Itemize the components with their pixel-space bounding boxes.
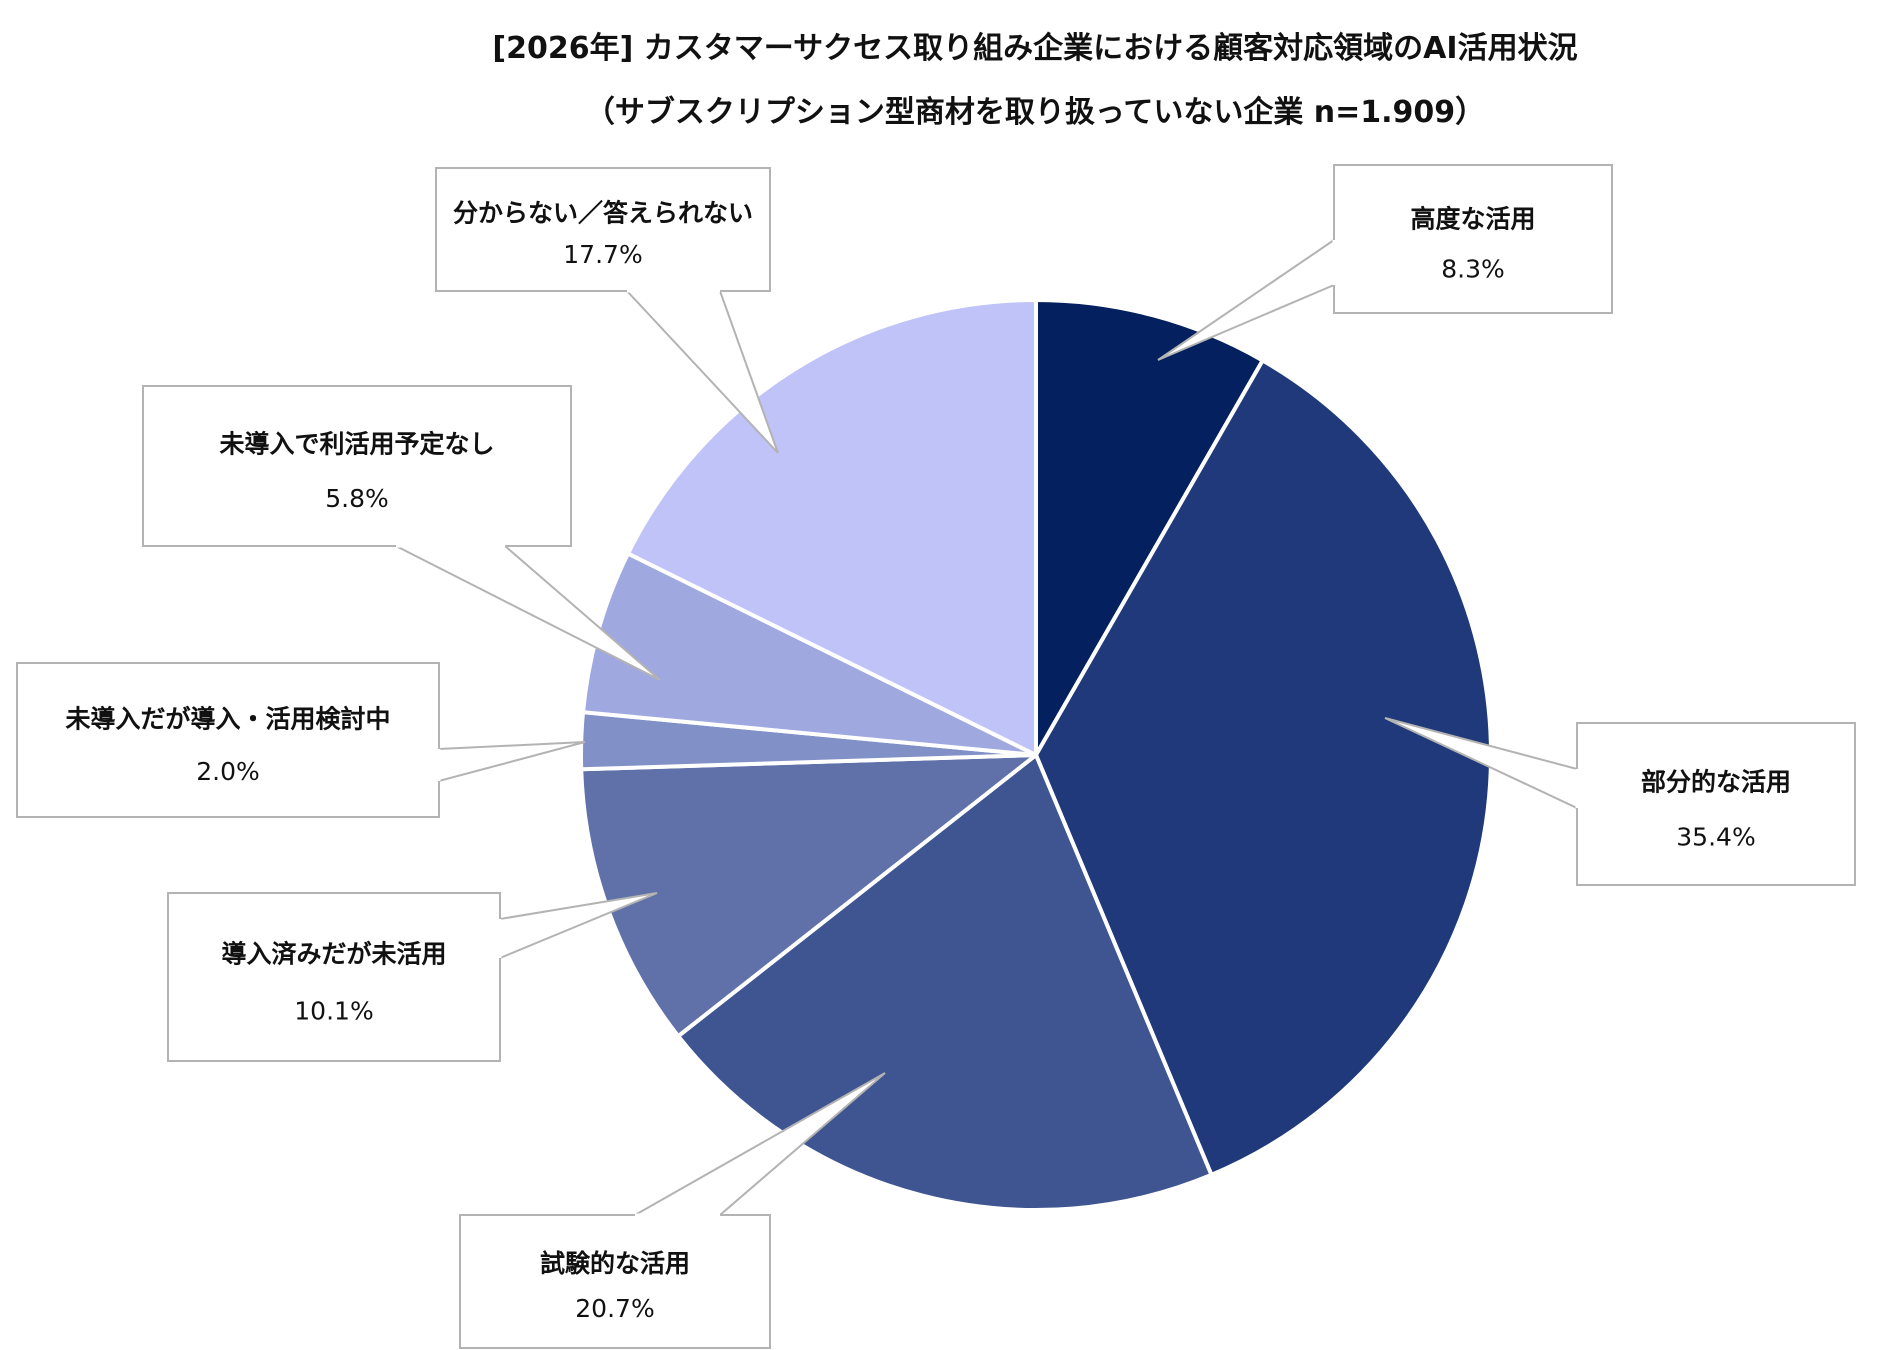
slice-callout: 未導入だが導入・活用検討中 2.0% [16, 662, 586, 818]
chart-subtitle: （サブスクリプション型商材を取り扱っていない企業 n=1.909） [585, 95, 1485, 130]
slice-value-label: 35.4% [1676, 822, 1755, 851]
slice-callout: 未導入で利活用予定なし 5.8% [142, 385, 661, 681]
pie-callouts: 高度な活用 8.3% 部分的な活用 35.4% 試験的な活用 20.7% 導入済みだが未活用… [16, 164, 1856, 1349]
slice-value-label: 17.7% [563, 240, 642, 269]
callout-box [142, 385, 572, 547]
slice-callout: 分からない／答えられない 17.7% [435, 167, 779, 454]
slice-callout: 高度な活用 8.3% [1157, 164, 1613, 361]
pie-slice [676, 753, 1214, 1212]
pie-slice [1034, 298, 1265, 757]
slice-label: 未導入だが導入・活用検討中 [65, 704, 390, 733]
slice-callout: 試験的な活用 20.7% [459, 1072, 886, 1349]
slice-callout: 導入済みだが未活用 10.1% [167, 892, 658, 1062]
slice-label: 部分的な活用 [1641, 767, 1791, 796]
pie-slices [578, 298, 1493, 1212]
slice-label: 分からない／答えられない [453, 198, 753, 227]
pie-slice [626, 298, 1038, 757]
callout-box [1333, 164, 1613, 314]
callout-box [1576, 722, 1856, 886]
chart-title: [2026年] カスタマーサクセス取り組み企業における顧客対応領域のAI活用状況 [492, 31, 1577, 66]
callout-pointer [438, 741, 586, 783]
slice-value-label: 8.3% [1441, 255, 1505, 284]
callout-box [167, 892, 501, 1062]
slice-value-label: 5.8% [325, 484, 389, 513]
callout-box [16, 662, 440, 818]
slice-callout: 部分的な活用 35.4% [1384, 717, 1856, 886]
callout-pointer [624, 290, 779, 454]
callout-box [435, 167, 771, 292]
slice-label: 未導入で利活用予定なし [219, 430, 494, 459]
slice-label: 高度な活用 [1410, 204, 1535, 233]
slice-value-label: 10.1% [294, 997, 373, 1026]
slice-value-label: 2.0% [196, 757, 260, 786]
pie-slice [1034, 358, 1493, 1177]
callout-box [459, 1214, 771, 1349]
callout-pointer [1157, 238, 1335, 361]
slice-label: 試験的な活用 [540, 1249, 690, 1278]
slice-label: 導入済みだが未活用 [221, 939, 446, 968]
slice-value-label: 20.7% [575, 1294, 654, 1323]
